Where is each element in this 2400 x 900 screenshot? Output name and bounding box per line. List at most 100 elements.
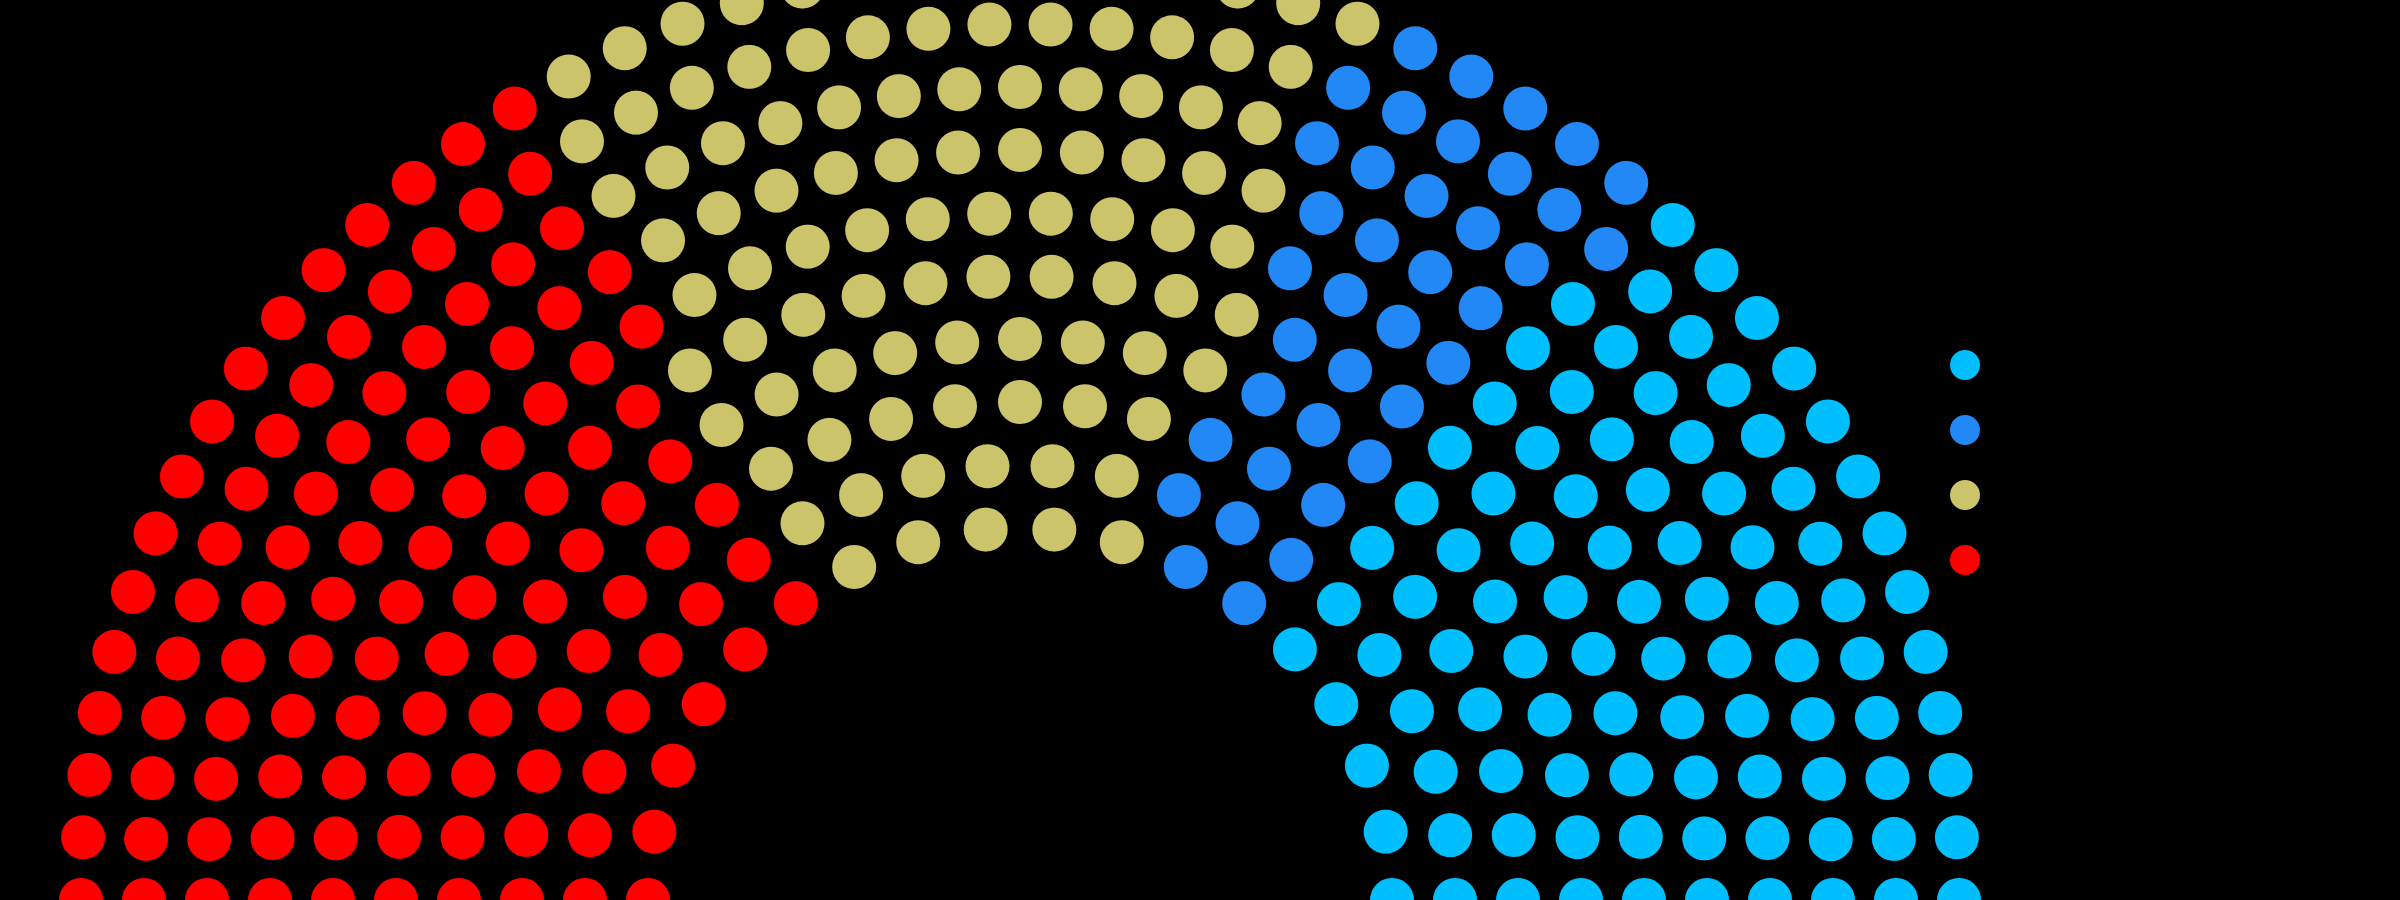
seat-dot[interactable]: [288, 634, 333, 679]
seat-dot[interactable]: [1350, 525, 1395, 570]
seat-dot[interactable]: [1188, 417, 1233, 462]
seat-dot[interactable]: [998, 380, 1042, 424]
seat-dot[interactable]: [1215, 501, 1260, 546]
seat-dot[interactable]: [906, 6, 951, 51]
seat-dot[interactable]: [313, 816, 358, 861]
seat-dot[interactable]: [1058, 67, 1103, 112]
seat-dot[interactable]: [1090, 197, 1135, 242]
seat-dot[interactable]: [1272, 317, 1317, 362]
seat-dot[interactable]: [699, 402, 744, 447]
seat-dot[interactable]: [1730, 525, 1775, 570]
seat-dot[interactable]: [1183, 348, 1228, 393]
seat-dot[interactable]: [442, 474, 487, 519]
seat-dot[interactable]: [1029, 254, 1074, 299]
seat-dot[interactable]: [903, 261, 948, 306]
seat-dot[interactable]: [446, 370, 491, 415]
seat-dot[interactable]: [935, 320, 980, 365]
seat-dot[interactable]: [335, 695, 380, 740]
seat-dot[interactable]: [660, 1, 705, 46]
seat-dot[interactable]: [1126, 396, 1171, 441]
seat-dot[interactable]: [1737, 754, 1782, 799]
seat-dot[interactable]: [1182, 150, 1227, 195]
seat-dot[interactable]: [1060, 320, 1105, 365]
seat-dot[interactable]: [523, 381, 568, 426]
seat-dot[interactable]: [326, 420, 371, 465]
seat-dot[interactable]: [67, 752, 112, 797]
seat-dot[interactable]: [362, 371, 407, 416]
seat-dot[interactable]: [322, 755, 367, 800]
seat-dot[interactable]: [869, 396, 914, 441]
seat-dot[interactable]: [1504, 242, 1549, 287]
seat-dot[interactable]: [124, 816, 169, 861]
seat-dot[interactable]: [1379, 384, 1424, 429]
seat-dot[interactable]: [700, 121, 745, 166]
seat-dot[interactable]: [905, 197, 950, 242]
seat-dot[interactable]: [1455, 206, 1500, 251]
seat-dot[interactable]: [1622, 878, 1666, 900]
seat-dot[interactable]: [130, 756, 175, 801]
seat-dot[interactable]: [672, 273, 717, 318]
seat-dot[interactable]: [174, 578, 219, 623]
seat-dot[interactable]: [122, 878, 166, 900]
seat-dot[interactable]: [1216, 0, 1260, 9]
seat-dot[interactable]: [839, 473, 884, 518]
seat-dot[interactable]: [591, 173, 636, 218]
seat-dot[interactable]: [1092, 261, 1137, 306]
seat-dot[interactable]: [817, 85, 862, 130]
seat-dot[interactable]: [77, 690, 122, 735]
seat-dot[interactable]: [223, 346, 268, 391]
seat-dot[interactable]: [1801, 756, 1846, 801]
seat-dot[interactable]: [1790, 697, 1835, 742]
seat-dot[interactable]: [255, 413, 300, 458]
seat-dot[interactable]: [1413, 749, 1458, 794]
seat-dot[interactable]: [1515, 426, 1560, 470]
seat-dot[interactable]: [190, 399, 235, 444]
seat-dot[interactable]: [1774, 638, 1819, 683]
seat-dot[interactable]: [1426, 340, 1471, 385]
seat-dot[interactable]: [1836, 454, 1881, 499]
seat-dot[interactable]: [563, 878, 607, 900]
seat-dot[interactable]: [1771, 466, 1816, 511]
seat-dot[interactable]: [155, 636, 200, 681]
seat-dot[interactable]: [1808, 817, 1853, 862]
seat-dot[interactable]: [1854, 695, 1899, 740]
seat-dot[interactable]: [1805, 399, 1850, 444]
seat-dot[interactable]: [1496, 878, 1540, 900]
seat-dot[interactable]: [1032, 507, 1077, 552]
seat-dot[interactable]: [1471, 471, 1516, 516]
seat-dot[interactable]: [374, 878, 418, 900]
seat-dot[interactable]: [1354, 218, 1399, 263]
seat-dot[interactable]: [1673, 755, 1718, 800]
seat-dot[interactable]: [613, 90, 658, 135]
seat-dot[interactable]: [1122, 331, 1167, 376]
seat-dot[interactable]: [569, 340, 614, 385]
seat-dot[interactable]: [480, 426, 525, 470]
seat-dot[interactable]: [812, 348, 857, 393]
seat-dot[interactable]: [1210, 224, 1255, 269]
seat-dot[interactable]: [1154, 273, 1199, 318]
seat-dot[interactable]: [411, 227, 456, 272]
seat-dot[interactable]: [1487, 151, 1532, 196]
seat-dot[interactable]: [248, 878, 292, 900]
seat-dot[interactable]: [998, 65, 1042, 109]
seat-dot[interactable]: [1682, 816, 1727, 861]
seat-dot[interactable]: [901, 453, 946, 498]
seat-dot[interactable]: [1934, 815, 1979, 860]
seat-dot[interactable]: [1510, 521, 1555, 566]
seat-dot[interactable]: [1028, 2, 1073, 47]
seat-dot[interactable]: [1404, 173, 1449, 218]
seat-dot[interactable]: [1616, 579, 1661, 624]
seat-dot[interactable]: [694, 482, 739, 527]
seat-dot[interactable]: [998, 317, 1042, 361]
seat-dot[interactable]: [445, 282, 490, 327]
seat-dot[interactable]: [205, 697, 250, 742]
seat-dot[interactable]: [1555, 815, 1600, 860]
seat-dot[interactable]: [1209, 28, 1254, 73]
seat-dot[interactable]: [679, 582, 724, 627]
seat-dot[interactable]: [1178, 85, 1223, 130]
seat-dot[interactable]: [440, 815, 485, 860]
seat-dot[interactable]: [258, 754, 303, 799]
seat-dot[interactable]: [1472, 381, 1517, 426]
seat-dot[interactable]: [1553, 474, 1598, 519]
seat-dot[interactable]: [326, 314, 371, 359]
